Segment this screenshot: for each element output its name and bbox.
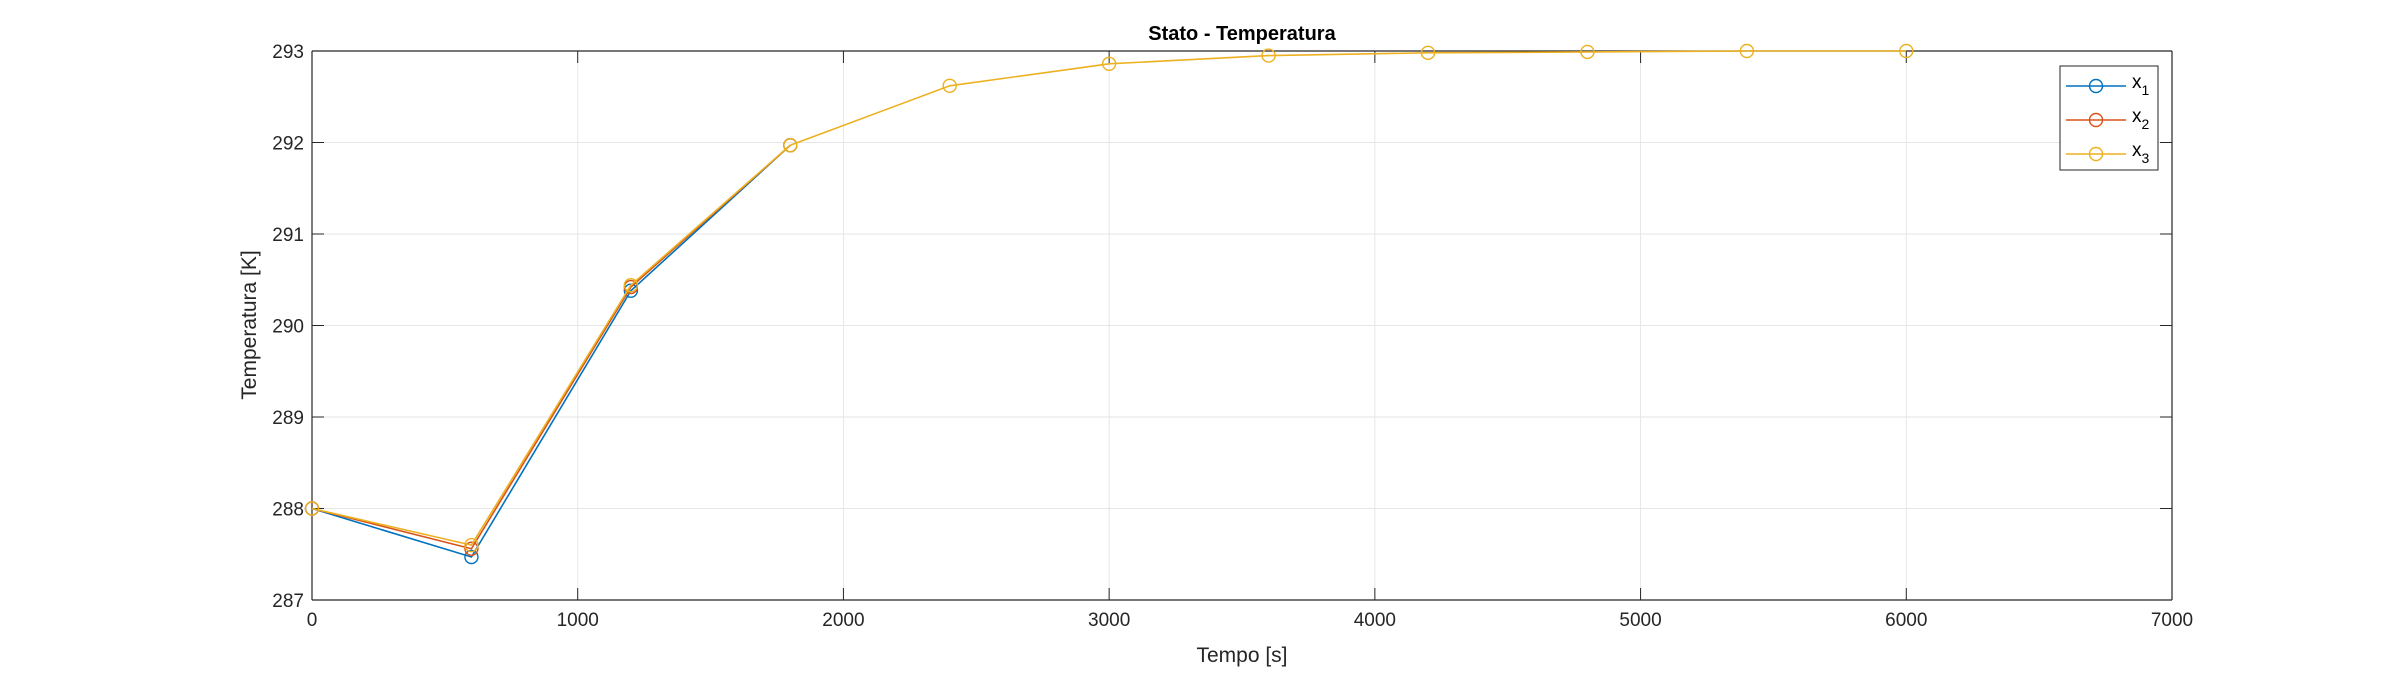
x-tick-label: 1000 <box>557 610 599 631</box>
series-layer <box>304 43 1914 565</box>
legend-label-subscript: 1 <box>2142 82 2150 98</box>
series-line-x1 <box>311 144 791 558</box>
x-axis-label: Tempo [s] <box>1196 644 1287 667</box>
data-point-x3 <box>783 138 798 153</box>
legend-label-x1: x1 <box>2132 72 2150 98</box>
legend-marker-x3 <box>2088 146 2104 162</box>
data-point-x1 <box>464 549 479 565</box>
data-point-x3 <box>1420 45 1436 61</box>
legend-label-subscript: 2 <box>2142 116 2150 132</box>
legend-label-x2: x2 <box>2132 106 2150 132</box>
legend-marker-x1 <box>2088 78 2104 94</box>
legend-label-base: x <box>2132 106 2142 127</box>
y-tick-label: 292 <box>272 134 304 155</box>
data-point-x2 <box>464 541 479 556</box>
x-tick-label: 2000 <box>822 610 864 631</box>
data-point-x3 <box>623 278 639 293</box>
x-tick-label: 4000 <box>1354 610 1396 631</box>
data-point-x3 <box>1101 56 1117 72</box>
legend-marker-x2 <box>2088 112 2104 128</box>
data-point-x3 <box>304 501 320 516</box>
y-tick-label: 287 <box>272 591 304 612</box>
y-tick-label: 289 <box>272 408 304 429</box>
y-tick-label: 291 <box>272 225 304 246</box>
y-axis-label: Temperatura [K] <box>238 250 261 399</box>
legend-label-x3: x3 <box>2132 140 2150 166</box>
chart-title: Stato - Temperatura <box>1148 23 1336 45</box>
legend-box <box>2059 65 2159 171</box>
data-point-x3 <box>1899 43 1914 59</box>
y-tick-label: 288 <box>272 500 304 521</box>
data-point-x3 <box>1580 44 1595 60</box>
data-point-x3 <box>464 537 479 553</box>
x-tick-label: 0 <box>307 610 318 631</box>
legend-label-base: x <box>2132 140 2142 161</box>
data-point-x3 <box>942 78 957 93</box>
data-point-x3 <box>1739 43 1755 59</box>
y-tick-label: 293 <box>272 42 304 63</box>
x-tick-label: 7000 <box>2151 610 2193 631</box>
legend-label-subscript: 3 <box>2142 150 2150 166</box>
x-tick-label: 5000 <box>1619 610 1661 631</box>
legend-label-base: x <box>2132 72 2142 93</box>
series-x3 <box>304 43 1914 553</box>
data-point-x3 <box>1261 48 1276 63</box>
x-tick-label: 6000 <box>1885 610 1927 631</box>
axes-layer: 0 1000 2000 3000 4000 5000 6000 7000 287 288 289 29… <box>272 42 2193 631</box>
series-line-x3 <box>311 50 1907 547</box>
y-tick-label: 290 <box>272 317 304 338</box>
x-tick-label: 3000 <box>1088 610 1130 631</box>
